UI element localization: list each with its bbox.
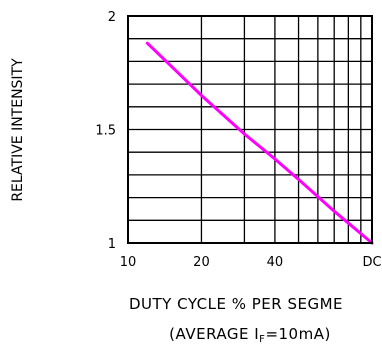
x-tick-label: 40	[267, 255, 284, 270]
x-tick-label: 10	[120, 255, 137, 270]
series-line-0	[145, 41, 374, 245]
series-layer	[145, 41, 374, 245]
grid	[128, 16, 372, 243]
tick-labels: 1 1.5 2 10 20 40 DC	[95, 10, 381, 270]
y-tick-label: 1.5	[95, 124, 116, 139]
x-axis-sublabel-subscript: F	[259, 334, 265, 345]
y-axis-label: RELATIVE INTENSITY	[10, 58, 26, 202]
plot-frame	[127, 15, 373, 244]
x-axis-label: DUTY CYCLE % PER SEGME	[129, 295, 343, 313]
y-tick-label: 1	[108, 237, 116, 252]
x-axis-sublabel-suffix: =10mA)	[265, 325, 330, 343]
x-axis-sublabel: (AVERAGE IF=10mA)	[169, 325, 331, 345]
x-tick-label: 20	[193, 255, 210, 270]
x-axis-sublabel-prefix: (AVERAGE I	[169, 325, 259, 343]
y-tick-label: 2	[108, 10, 116, 25]
x-tick-label: DC	[362, 255, 381, 270]
